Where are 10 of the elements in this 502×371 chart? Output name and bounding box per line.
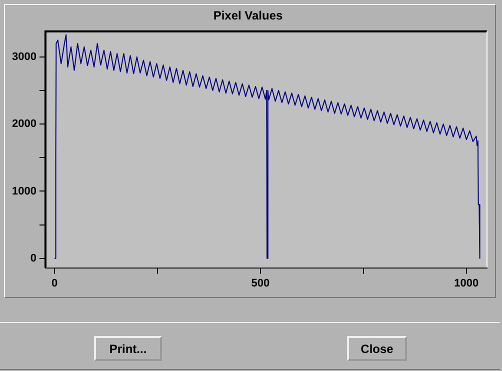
text: Print... xyxy=(94,336,162,361)
y-tick-label: 1000 xyxy=(12,185,36,198)
y-tick-label: 0 xyxy=(30,252,36,264)
y-tick-label: 2000 xyxy=(12,118,36,130)
x-tick-label: 1000 xyxy=(454,277,479,290)
x-tick-label: 500 xyxy=(251,277,270,290)
text: Close xyxy=(347,336,407,361)
x-tick-label: 0 xyxy=(51,277,58,290)
chart-title: Pixel Values xyxy=(213,8,284,23)
y-tick-label: 3000 xyxy=(12,50,36,63)
